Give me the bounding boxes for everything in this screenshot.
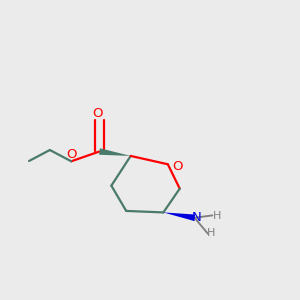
Text: O: O bbox=[172, 160, 183, 173]
Polygon shape bbox=[164, 212, 195, 221]
Polygon shape bbox=[99, 148, 131, 156]
Text: N: N bbox=[192, 211, 202, 224]
Text: O: O bbox=[93, 107, 103, 120]
Text: O: O bbox=[67, 148, 77, 161]
Text: H: H bbox=[207, 228, 215, 238]
Text: H: H bbox=[213, 211, 221, 221]
